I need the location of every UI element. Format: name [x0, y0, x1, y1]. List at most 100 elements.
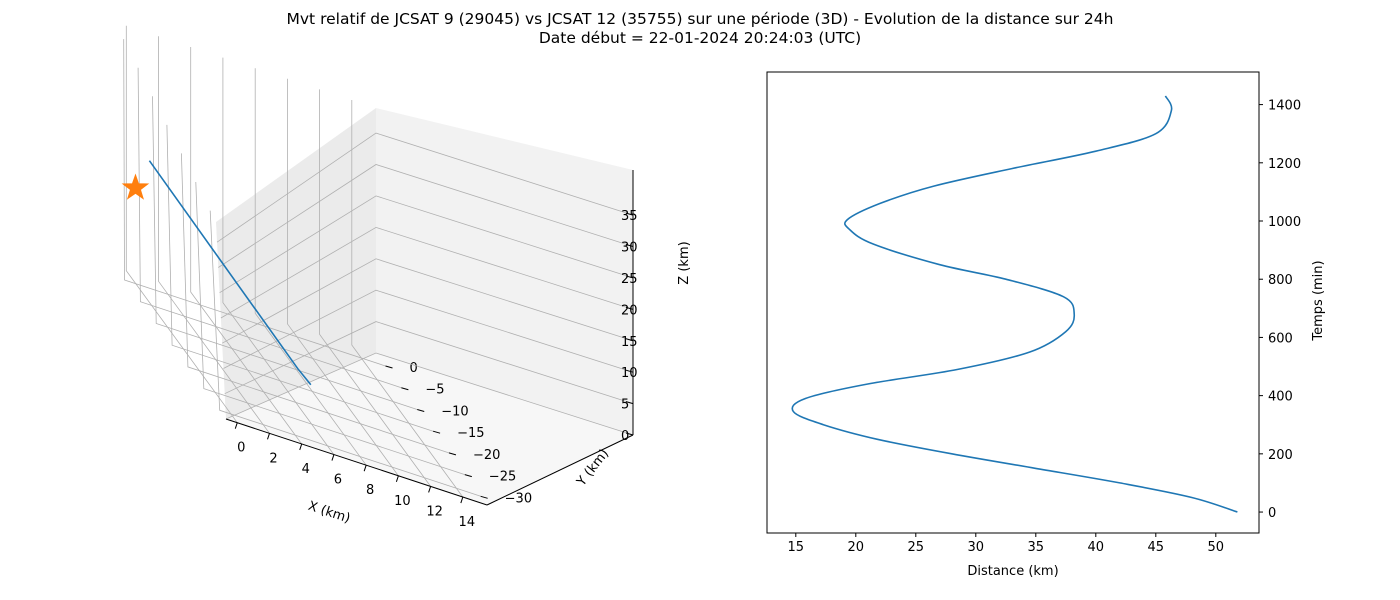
series-line-distance: [791, 95, 1238, 513]
y-tick-label: 400: [1268, 390, 1293, 405]
x-tick-label: 10: [394, 494, 411, 509]
y-tick-mark: [385, 365, 393, 369]
x-tick-label: 14: [459, 515, 476, 530]
x-axis-label: Distance (km): [967, 564, 1058, 579]
grid-y: [181, 153, 450, 454]
grid-z: [219, 195, 634, 294]
x-axis-line: [225, 418, 488, 506]
z-tick-mark: [625, 401, 634, 405]
grid-y: [123, 39, 386, 367]
x-tick-mark: [234, 422, 238, 429]
y-tick-mark: [432, 430, 441, 434]
z-tick-mark: [625, 275, 634, 279]
x-tick-mark: [299, 443, 303, 451]
z-tick-mark: [625, 338, 634, 342]
grid-x: [286, 78, 399, 477]
x-tick-label: 40: [1088, 540, 1105, 555]
grid-y: [152, 96, 418, 410]
z-tick-label: 25: [621, 272, 638, 287]
y-tick-label: 0: [1268, 506, 1276, 521]
grid-y: [195, 181, 465, 475]
grid-y: [137, 67, 402, 389]
x-tick-label: 30: [968, 540, 985, 555]
y-tick-label: −25: [489, 470, 516, 485]
grid-x: [254, 68, 367, 466]
x-tick-label: 6: [334, 473, 342, 488]
z-tick-mark: [625, 244, 634, 248]
grid-x: [190, 47, 303, 445]
star-marker: [121, 173, 150, 200]
figure-title: Mvt relatif de JCSAT 9 (29045) vs JCSAT …: [0, 10, 1400, 48]
z-tick-mark: [625, 432, 634, 436]
z-tick-label: 30: [621, 241, 638, 256]
x-tick-mark: [460, 496, 464, 504]
x-tick-mark: [267, 433, 270, 440]
z-axis-label: Z (km): [677, 241, 692, 284]
x-tick-label: 0: [237, 441, 245, 456]
pane-xz: [376, 108, 633, 435]
grid-y: [166, 124, 434, 432]
z-tick-mark: [625, 306, 634, 310]
grid-z: [216, 132, 634, 243]
z-tick-mark: [625, 212, 634, 216]
grid-y: [209, 210, 481, 497]
grid-z: [225, 352, 634, 436]
x-tick-mark: [363, 465, 367, 472]
y-tick-label: 800: [1268, 273, 1293, 288]
y-tick-label: 200: [1268, 448, 1293, 463]
z-tick-label: 0: [621, 429, 629, 444]
grid-z: [220, 226, 634, 319]
y-tick-label: −5: [425, 383, 444, 398]
y-tick-label: 1400: [1268, 99, 1301, 114]
z-tick-label: 10: [621, 366, 638, 381]
y-tick-label: −30: [505, 491, 532, 506]
y-tick-label: 1000: [1268, 215, 1301, 230]
y-tick-mark: [480, 495, 488, 499]
plot-frame: [766, 71, 1260, 534]
y-tick-mark: [417, 408, 425, 412]
pane-xy: [226, 353, 633, 505]
grid-x: [222, 57, 335, 455]
x-tick-label: 25: [908, 540, 925, 555]
x-tick-mark: [331, 454, 335, 461]
z-tick-mark: [625, 369, 634, 373]
y-tick-label: 0: [410, 361, 418, 376]
series-line-3d: [148, 160, 312, 386]
y-tick-label: 1200: [1268, 157, 1301, 172]
x-tick-label: 8: [366, 483, 374, 498]
grid-x: [351, 100, 464, 498]
y-axis-line: [486, 434, 634, 506]
title-line-1: Mvt relatif de JCSAT 9 (29045) vs JCSAT …: [286, 10, 1114, 28]
plot-distance-vs-time: 15 20 25 30 35 40 45 50 0 200 400 600 800 1000 1200 140…: [766, 71, 1326, 579]
plot-3d-relative-motion: 0 2 4 6 8 10 12 14 0 −5 −10 −15 −20 −25 −30 0 5 10 15 20 25 3…: [121, 25, 692, 530]
title-line-2: Date début = 22-01-2024 20:24:03 (UTC): [538, 29, 862, 47]
grid-z: [224, 321, 634, 404]
y-tick-label: −15: [457, 426, 484, 441]
grid-z: [218, 164, 634, 268]
x-tick-label: 2: [269, 451, 277, 466]
y-tick-label: −10: [441, 404, 468, 419]
x-tick-label: 45: [1148, 540, 1165, 555]
y-axis-label: Temps (min): [1311, 260, 1326, 341]
z-tick-label: 20: [621, 303, 638, 318]
x-tick-label: 15: [788, 540, 805, 555]
grid-x: [319, 89, 431, 487]
grid-x: [158, 36, 270, 434]
x-tick-mark: [395, 475, 399, 482]
y-tick-label: 600: [1268, 331, 1293, 346]
pane-yz: [216, 108, 376, 419]
y-tick-mark: [464, 474, 472, 478]
x-tick-label: 50: [1208, 540, 1225, 555]
y-tick-label: −20: [473, 448, 500, 463]
grid-z: [223, 289, 634, 373]
y-tick-mark: [401, 387, 409, 391]
x-tick-label: 4: [302, 462, 310, 477]
grid-x: [125, 25, 238, 423]
grid-z: [222, 258, 634, 344]
z-tick-label: 5: [621, 398, 629, 413]
x-tick-label: 20: [848, 540, 865, 555]
z-tick-label: 35: [621, 209, 638, 224]
x-axis-label: X (km): [306, 499, 352, 527]
y-tick-mark: [448, 452, 457, 456]
